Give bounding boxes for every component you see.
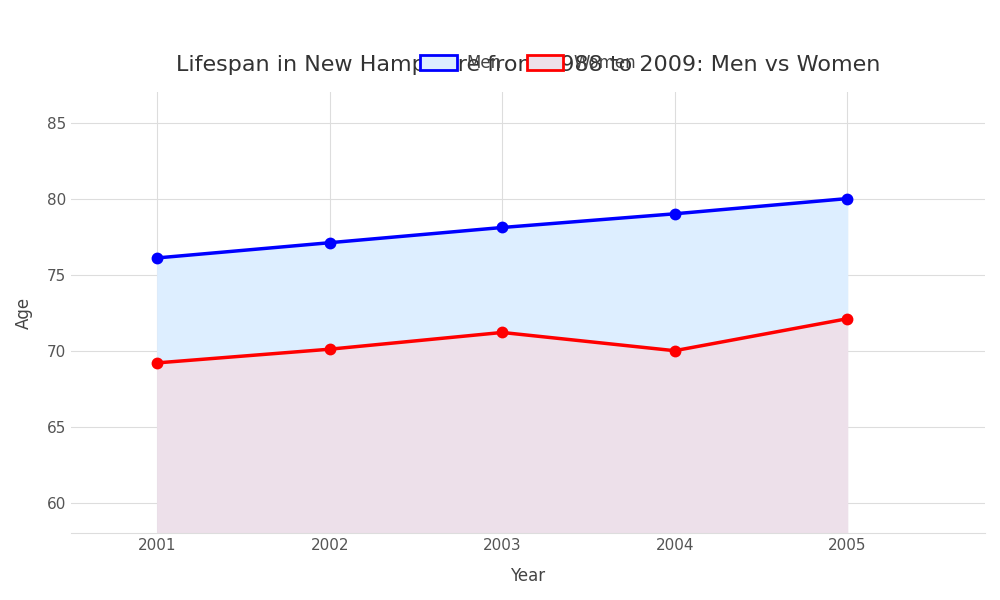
- Title: Lifespan in New Hampshire from 1988 to 2009: Men vs Women: Lifespan in New Hampshire from 1988 to 2…: [176, 55, 880, 75]
- Legend: Men, Women: Men, Women: [413, 47, 643, 79]
- X-axis label: Year: Year: [511, 567, 546, 585]
- Y-axis label: Age: Age: [15, 296, 33, 329]
